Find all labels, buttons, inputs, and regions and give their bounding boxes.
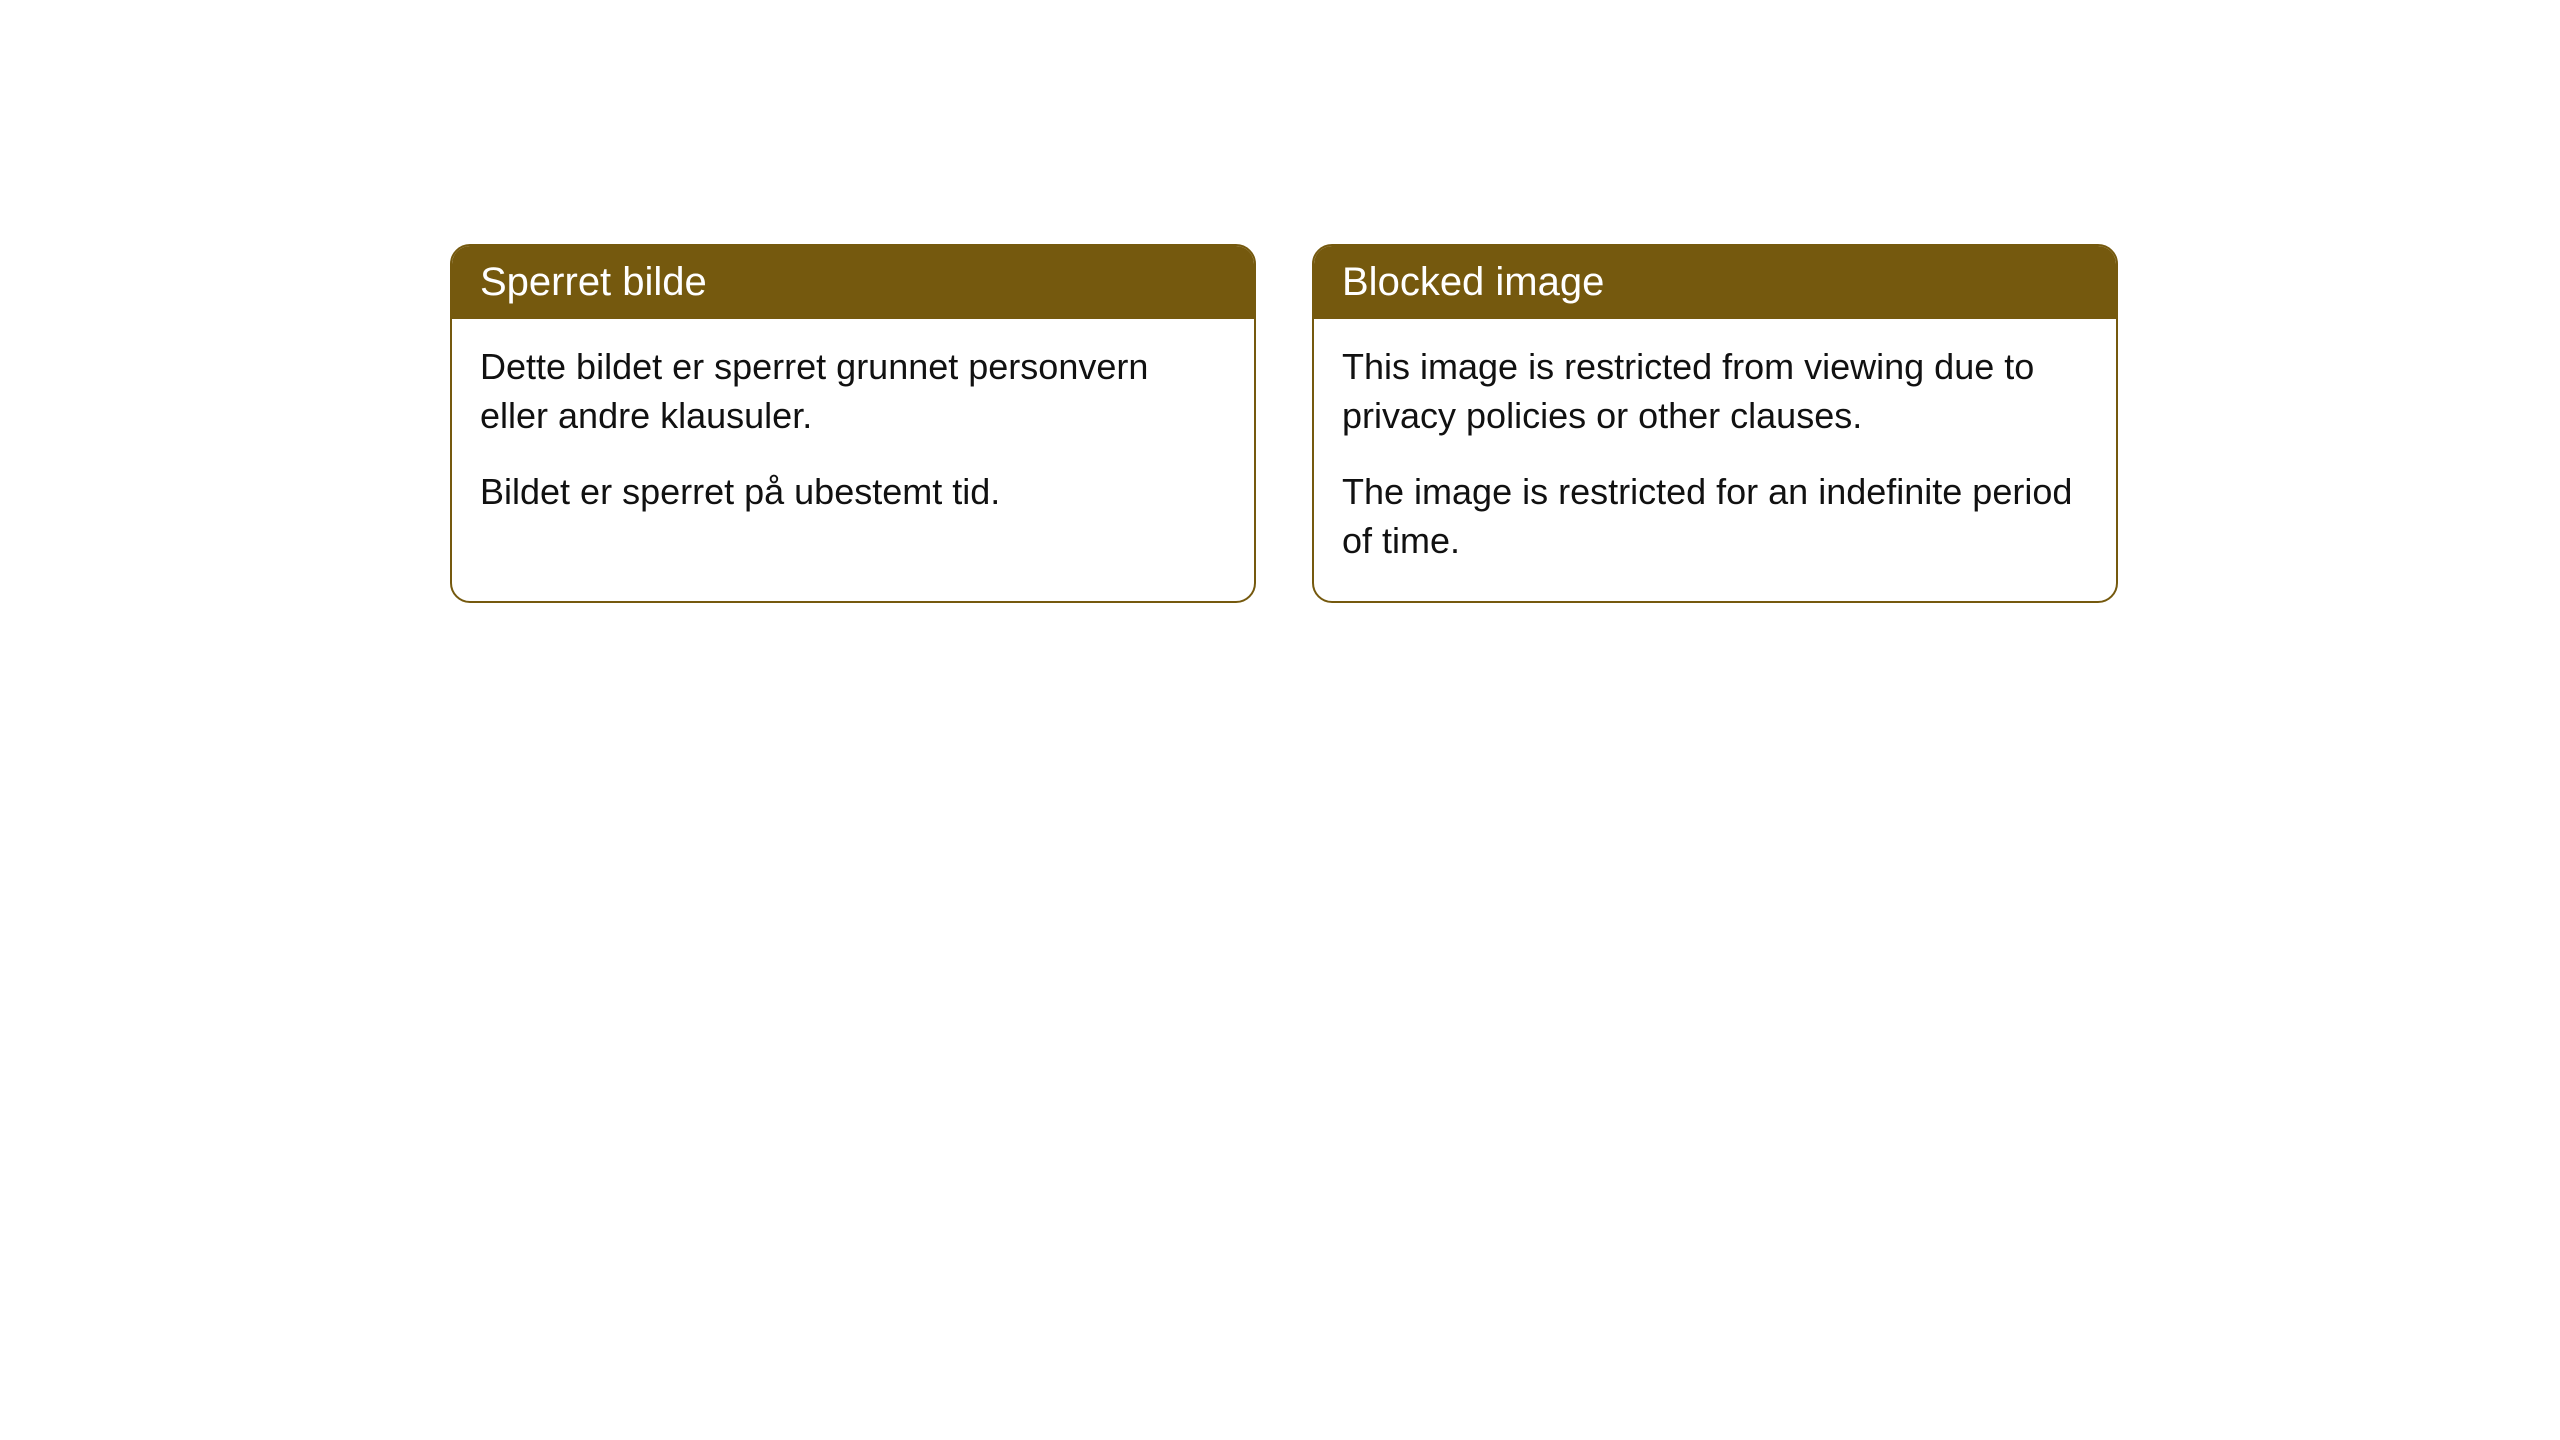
- card-paragraph: Dette bildet er sperret grunnet personve…: [480, 343, 1226, 440]
- card-title: Blocked image: [1342, 260, 1604, 304]
- card-header: Blocked image: [1314, 246, 2116, 319]
- blocked-image-card-english: Blocked image This image is restricted f…: [1312, 244, 2118, 603]
- card-paragraph: This image is restricted from viewing du…: [1342, 343, 2088, 440]
- card-title: Sperret bilde: [480, 260, 707, 304]
- card-paragraph: Bildet er sperret på ubestemt tid.: [480, 468, 1226, 517]
- card-body: This image is restricted from viewing du…: [1314, 319, 2116, 601]
- card-body: Dette bildet er sperret grunnet personve…: [452, 319, 1254, 553]
- card-paragraph: The image is restricted for an indefinit…: [1342, 468, 2088, 565]
- notice-cards-container: Sperret bilde Dette bildet er sperret gr…: [0, 0, 2560, 603]
- blocked-image-card-norwegian: Sperret bilde Dette bildet er sperret gr…: [450, 244, 1256, 603]
- card-header: Sperret bilde: [452, 246, 1254, 319]
